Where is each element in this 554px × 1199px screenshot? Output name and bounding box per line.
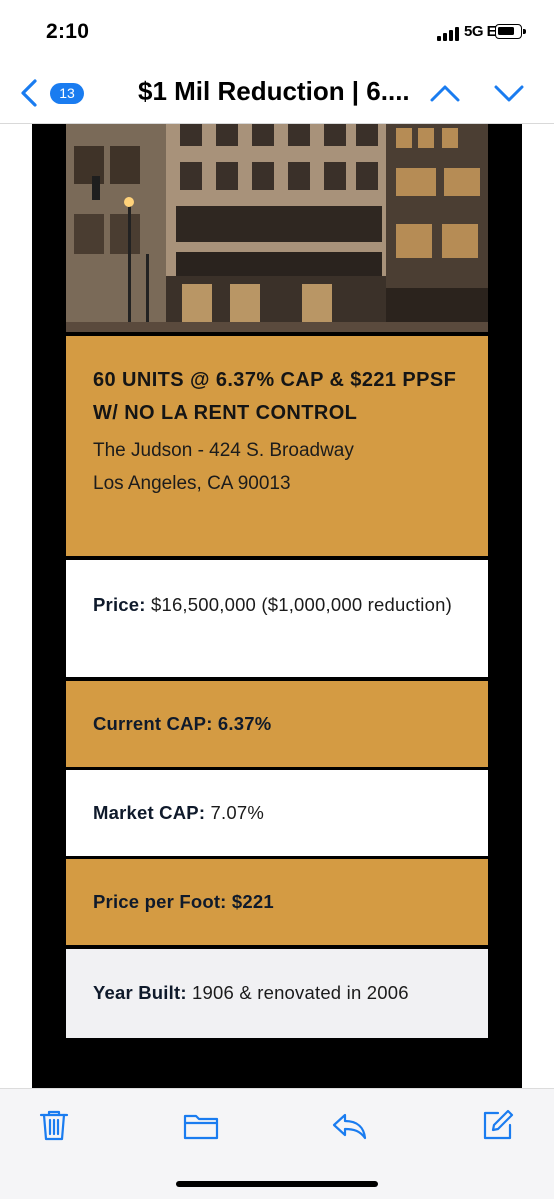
signal-icon xyxy=(437,25,465,41)
email-subject-title: $1 Mil Reduction | 6.... xyxy=(138,76,408,106)
price-card: Price: $16,500,000 ($1,000,000 reduction… xyxy=(66,560,488,677)
price-text: Price: $16,500,000 ($1,000,000 reduction… xyxy=(93,590,461,620)
year-built-value: 1906 & renovated in 2006 xyxy=(186,982,409,1003)
home-indicator xyxy=(176,1181,378,1187)
folder-icon[interactable] xyxy=(182,1107,219,1143)
market-cap-label: Market CAP: xyxy=(93,802,206,823)
email-body: 60 UNITS @ 6.37% CAP & $221 PPSF W/ NO L… xyxy=(32,124,522,1088)
back-chevron-icon[interactable] xyxy=(18,78,40,108)
chevron-down-icon[interactable] xyxy=(492,80,526,106)
current-cap-card: Current CAP: 6.37% xyxy=(66,681,488,767)
compose-icon[interactable] xyxy=(480,1107,516,1143)
year-built-text: Year Built: 1906 & renovated in 2006 xyxy=(93,978,461,1008)
network-label: 5G E xyxy=(464,23,497,40)
price-value: $16,500,000 ($1,000,000 reduction) xyxy=(145,594,452,615)
mail-nav-bar: 13 $1 Mil Reduction | 6.... xyxy=(0,58,554,124)
market-cap-card: Market CAP: 7.07% xyxy=(66,770,488,856)
address-line-2: Los Angeles, CA 90013 xyxy=(93,473,291,494)
chevron-up-icon[interactable] xyxy=(428,80,462,106)
current-cap-text: Current CAP: 6.37% xyxy=(93,709,461,739)
bottom-toolbar xyxy=(0,1088,554,1199)
price-per-foot-text: Price per Foot: $221 xyxy=(93,887,461,917)
trash-icon[interactable] xyxy=(36,1107,72,1143)
price-per-foot-card: Price per Foot: $221 xyxy=(66,859,488,945)
year-built-label: Year Built: xyxy=(93,982,187,1003)
status-time: 2:10 xyxy=(46,20,90,43)
market-cap-text: Market CAP: 7.07% xyxy=(93,798,461,828)
market-cap-value: 7.07% xyxy=(205,802,264,823)
listing-headline: 60 UNITS @ 6.37% CAP & $221 PPSF W/ NO L… xyxy=(93,369,457,424)
price-per-foot-label: Price per Foot: $221 xyxy=(93,891,274,912)
listing-header-card: 60 UNITS @ 6.37% CAP & $221 PPSF W/ NO L… xyxy=(66,336,488,556)
reply-icon[interactable] xyxy=(330,1107,367,1143)
current-cap-label: Current CAP: 6.37% xyxy=(93,713,272,734)
price-label: Price: xyxy=(93,594,146,615)
battery-icon xyxy=(495,24,526,39)
status-bar: 2:10 5G E xyxy=(0,0,554,58)
building-photo xyxy=(66,124,488,332)
address-line-1: The Judson - 424 S. Broadway xyxy=(93,440,354,461)
unread-count-badge[interactable]: 13 xyxy=(50,83,84,104)
year-built-card: Year Built: 1906 & renovated in 2006 xyxy=(66,949,488,1038)
